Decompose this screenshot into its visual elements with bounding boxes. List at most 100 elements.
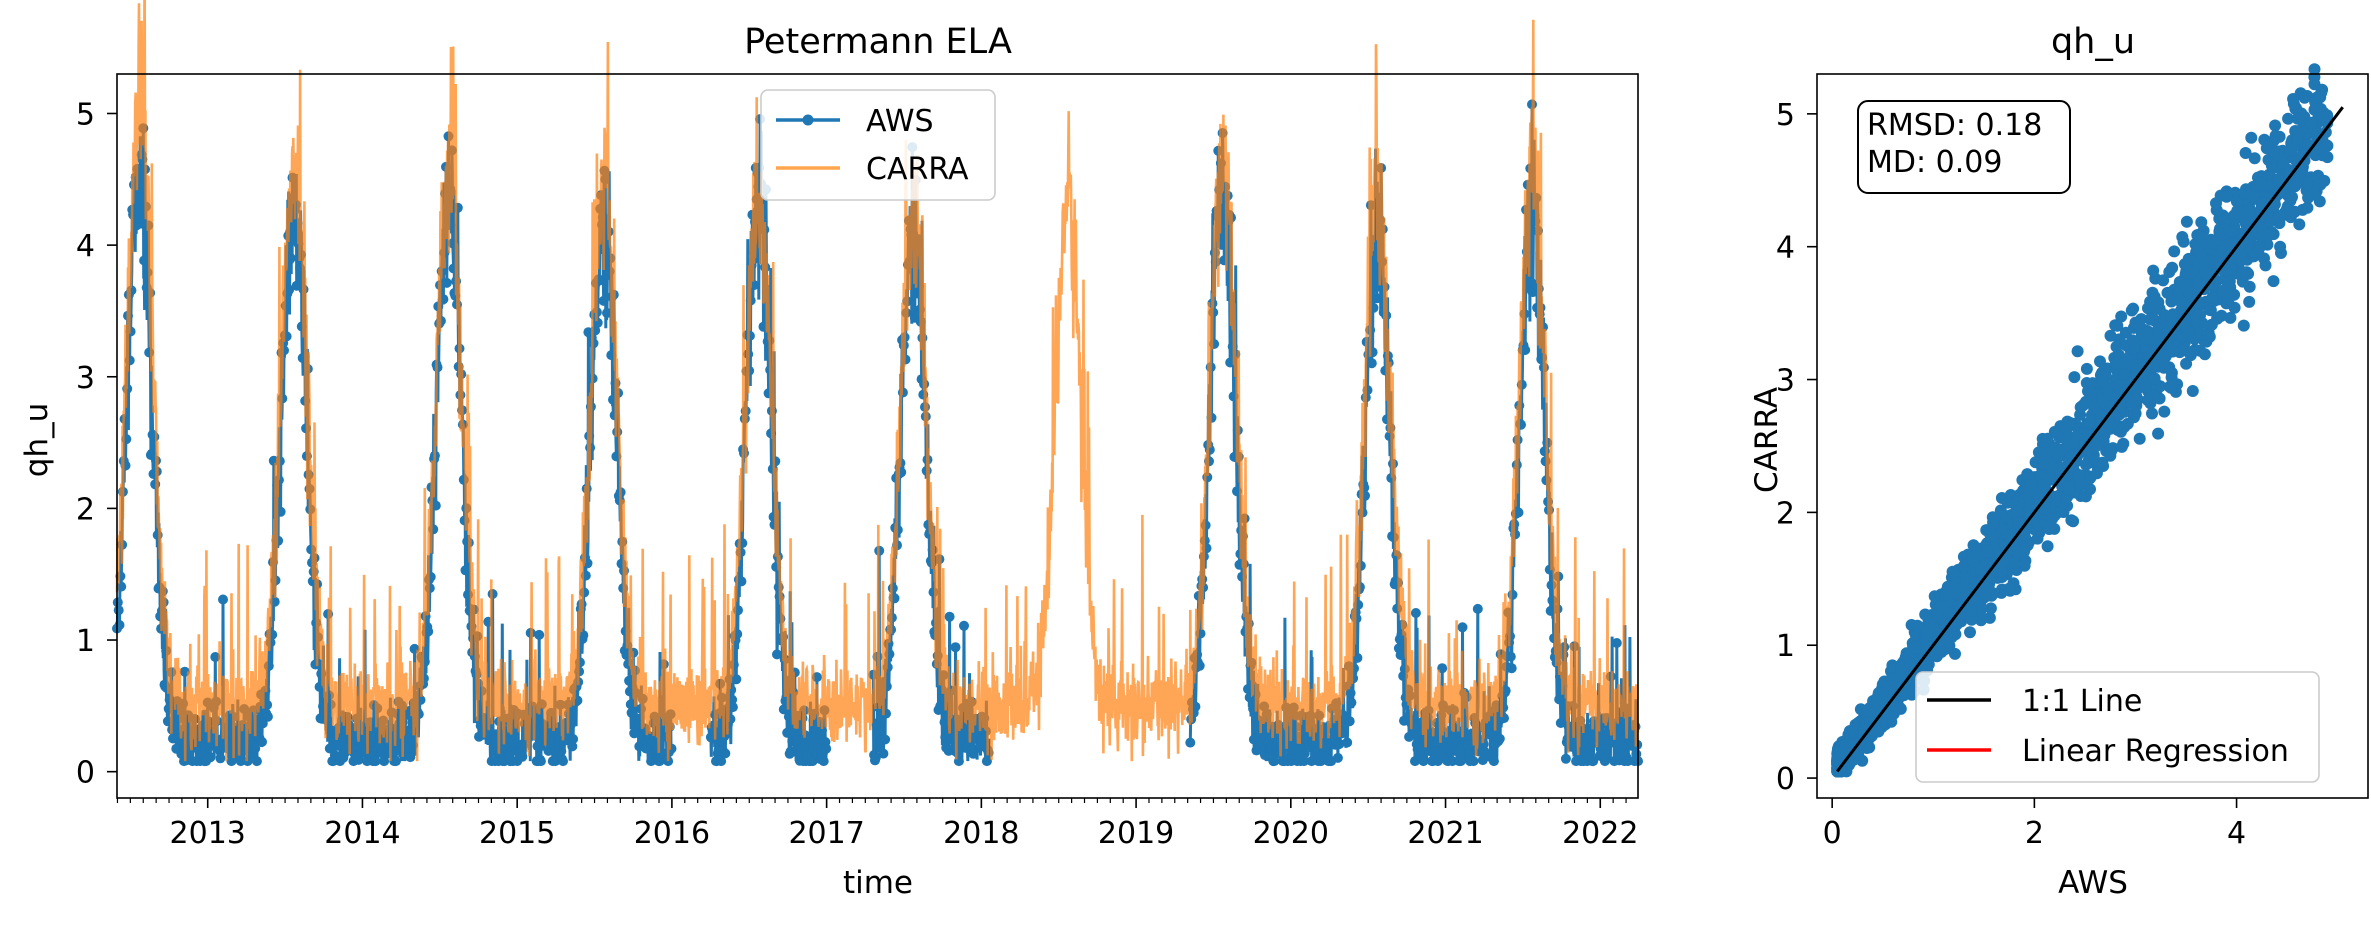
scatter-point <box>1949 647 1961 660</box>
aws-point <box>558 756 568 767</box>
stats-md: MD: 0.09 <box>1867 145 2002 180</box>
scatter-point <box>2128 342 2141 355</box>
scatter-point <box>2146 286 2159 299</box>
scatter-point <box>2153 392 2166 405</box>
aws-point <box>1506 663 1517 674</box>
aws-point <box>1526 277 1537 288</box>
scatter-point <box>2254 240 2267 253</box>
right-legend-box <box>1915 671 2320 783</box>
aws-point <box>1513 507 1524 518</box>
scatter-point <box>2234 247 2247 260</box>
scatter-point <box>2115 310 2128 323</box>
aws-point <box>257 736 267 747</box>
right-axes-frame <box>1816 73 2369 799</box>
y-tick-label: 3 <box>1776 364 1795 399</box>
left-title: Petermann ELA <box>744 22 1012 62</box>
scatter-point <box>1872 687 1885 699</box>
aws-point <box>114 620 125 630</box>
aws-point <box>251 756 262 767</box>
scatter-point <box>2228 301 2241 314</box>
scatter-point <box>2010 505 2023 518</box>
aws-point <box>625 699 636 710</box>
aws-point <box>981 756 992 767</box>
scatter-point <box>2265 159 2278 172</box>
aws-point <box>205 752 216 763</box>
stats-rmsd: RMSD: 0.18 <box>1867 108 2042 143</box>
scatter-point <box>2301 177 2314 190</box>
scatter-point <box>2128 407 2141 420</box>
scatter-point <box>2176 344 2189 357</box>
scatter-point <box>2146 407 2158 420</box>
left-y-axis-label: qh_u <box>19 403 55 477</box>
scatter-point <box>2274 240 2287 253</box>
stats-box: RMSD: 0.18 MD: 0.09 <box>1857 100 2071 194</box>
scatter-point <box>2159 321 2172 334</box>
scatter-point <box>1935 600 1948 613</box>
right-x-axis-label: AWS <box>2058 865 2128 901</box>
aws-point <box>1299 748 1310 759</box>
scatter-point <box>1963 603 1976 616</box>
scatter-point <box>2314 91 2327 104</box>
aws-point <box>405 752 416 763</box>
aws-point <box>1488 756 1499 767</box>
aws-point <box>1219 255 1230 266</box>
scatter-point <box>2223 275 2236 288</box>
scatter-point <box>1979 590 1992 603</box>
scatter-point <box>1984 602 1997 615</box>
aws-point <box>880 734 891 745</box>
aws-point <box>1346 697 1357 708</box>
scatter-point <box>2158 405 2171 418</box>
scatter-point <box>2088 402 2101 415</box>
legend-one-to-one-label: 1:1 Line <box>2022 684 2142 719</box>
aws-point <box>535 756 546 767</box>
scatter-point <box>2285 143 2298 156</box>
scatter-point <box>2291 133 2304 145</box>
scatter-point <box>2129 359 2142 372</box>
aws-point <box>1611 638 1622 648</box>
scatter-point <box>2090 467 2103 480</box>
scatter-point <box>2262 139 2275 152</box>
aws-point <box>731 674 742 685</box>
scatter-point <box>2256 196 2269 209</box>
scatter-point <box>1909 641 1922 654</box>
aws-point <box>460 565 471 576</box>
aws-point <box>1342 737 1353 748</box>
y-tick-label: 5 <box>1776 98 1795 133</box>
x-tick-label: 2020 <box>1253 816 1329 851</box>
y-tick-label: 4 <box>1776 231 1795 266</box>
scatter-point <box>2083 417 2096 430</box>
scatter-point <box>2067 437 2080 450</box>
x-tick-label: 2019 <box>1098 816 1174 851</box>
time-series-plot-area <box>112 0 1643 767</box>
aws-point <box>285 253 296 264</box>
scatter-point <box>2248 152 2261 165</box>
scatter-point <box>2041 432 2054 445</box>
scatter-point <box>2152 427 2165 440</box>
aws-point <box>1299 756 1309 767</box>
scatter-point <box>2049 441 2062 454</box>
scatter-points <box>1831 63 2334 778</box>
y-tick-label: 1 <box>1776 629 1795 664</box>
aws-point <box>716 756 727 767</box>
scatter-point <box>2090 439 2103 452</box>
scatter-point <box>2104 449 2117 462</box>
scatter-point <box>2079 490 2092 503</box>
x-tick-label: 2014 <box>324 816 400 851</box>
scatter-point <box>2018 491 2031 504</box>
scatter-point <box>2165 381 2177 394</box>
aws-point <box>1586 740 1597 751</box>
aws-point <box>139 255 150 266</box>
aws-point <box>116 581 127 592</box>
aws-point <box>210 652 221 662</box>
aws-point <box>149 431 160 442</box>
scatter-point <box>2080 362 2093 375</box>
scatter-point <box>2292 176 2304 189</box>
aws-point <box>959 620 969 631</box>
aws-point <box>390 745 401 756</box>
scatter-point <box>2068 371 2081 384</box>
scatter-point <box>2198 348 2211 361</box>
aws-point <box>1334 738 1345 749</box>
scatter-point <box>2185 345 2198 358</box>
aws-point <box>423 626 434 637</box>
